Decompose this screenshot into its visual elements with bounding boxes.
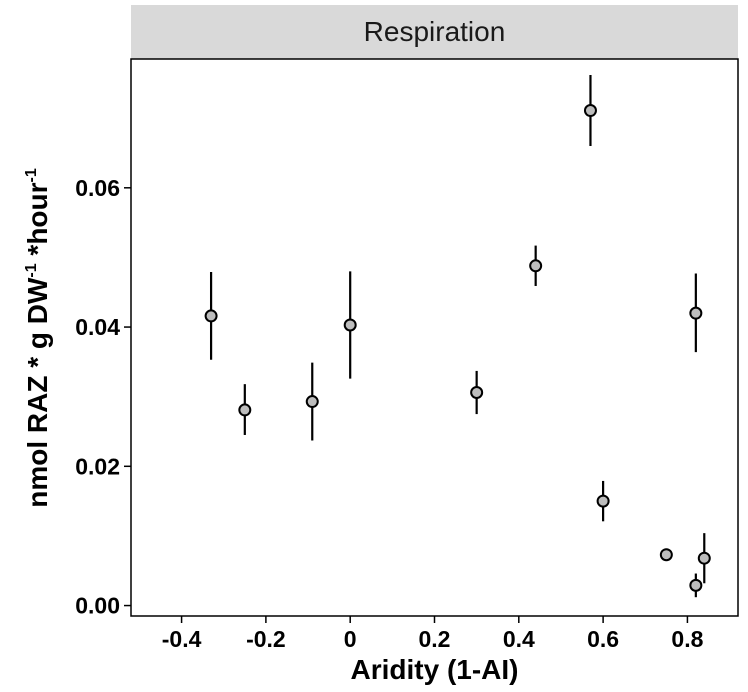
- data-point: [596, 494, 610, 508]
- y-axis-title-superscript: -1: [23, 263, 40, 277]
- y-tick-label: 0.04: [75, 314, 120, 340]
- x-tick-label: 0.6: [587, 626, 619, 652]
- data-point: [689, 306, 703, 320]
- y-tick-label: 0.06: [75, 175, 120, 201]
- facet-strip: Respiration: [131, 5, 738, 59]
- data-point: [529, 259, 543, 273]
- x-tick-label: 0.8: [671, 626, 703, 652]
- x-axis: -0.4 -0.2 0 0.2 0.4 0.6 0.8: [162, 616, 704, 652]
- x-tick-label: 0.2: [419, 626, 451, 652]
- x-tick-label: -0.4: [162, 626, 202, 652]
- x-tick-label: 0: [344, 626, 357, 652]
- y-axis-title-superscript: -1: [23, 168, 40, 182]
- y-axis: 0.00 0.02 0.04 0.06: [75, 175, 131, 619]
- data-point: [343, 318, 357, 332]
- data-point: [238, 403, 252, 417]
- data-point: [204, 309, 218, 323]
- y-tick-label: 0.00: [75, 593, 120, 619]
- data-point: [583, 104, 597, 118]
- x-tick-label: 0.4: [503, 626, 535, 652]
- data-marks: [204, 75, 711, 598]
- y-axis-title: nmol RAZ * g DW-1 *hour-1: [22, 168, 53, 508]
- data-point: [697, 551, 711, 565]
- data-point: [470, 386, 484, 400]
- data-point: [689, 578, 703, 592]
- data-point: [305, 395, 319, 409]
- y-axis-title-segment: nmol RAZ * g DW: [22, 277, 53, 508]
- y-axis-title-segment: *hour: [22, 182, 53, 263]
- x-tick-label: -0.2: [246, 626, 286, 652]
- data-point: [659, 548, 673, 562]
- y-tick-label: 0.02: [75, 453, 120, 479]
- facet-label: Respiration: [364, 16, 506, 47]
- plot-panel: [130, 58, 739, 617]
- x-axis-title: Aridity (1-AI): [351, 654, 519, 685]
- facet-strip-background: [131, 5, 738, 59]
